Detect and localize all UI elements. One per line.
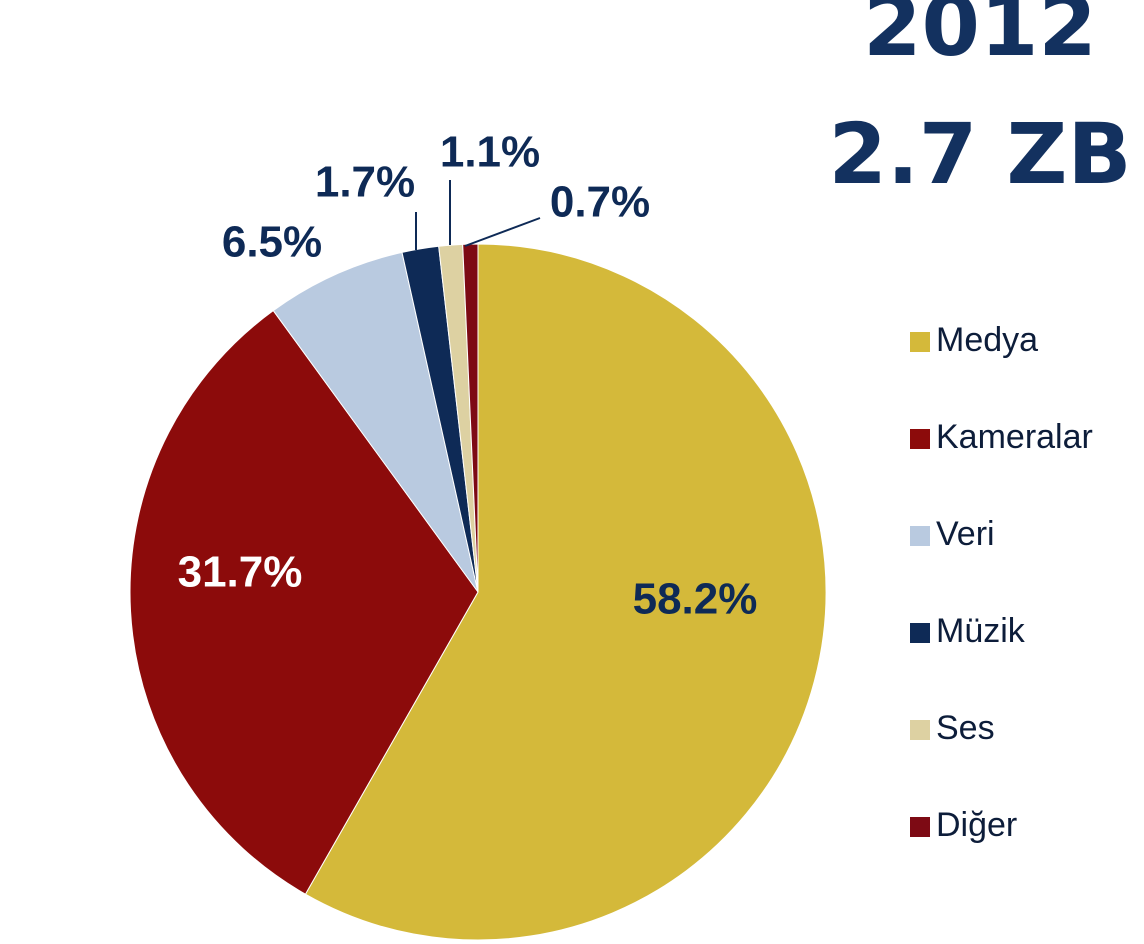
legend-swatch [910,526,930,546]
pie-slice [129,309,479,895]
legend-swatch [910,429,930,449]
legend-label: Kameralar [936,418,1093,456]
value-label: 1.7% [315,158,415,207]
legend-swatch [910,720,930,740]
legend-label: Müzik [936,612,1026,650]
legend-swatch [910,817,930,837]
legend-swatch [910,623,930,643]
pie-slice [272,251,479,593]
value-label: 31.7% [178,548,303,597]
legend-label: Veri [936,515,995,553]
legend-swatch [910,332,930,352]
legend-label: Ses [936,709,995,747]
legend-label: Diğer [936,806,1017,844]
value-label: 6.5% [222,218,322,267]
value-label: 1.1% [440,128,540,177]
value-label: 58.2% [633,575,758,624]
value-label: 0.7% [550,178,650,227]
chart-subtitle: 2.7 ZB [829,105,1132,203]
pie-slice [304,243,827,941]
chart-title: 2012 [863,0,1097,75]
leader-line [464,217,541,247]
legend-label: Medya [936,321,1038,359]
